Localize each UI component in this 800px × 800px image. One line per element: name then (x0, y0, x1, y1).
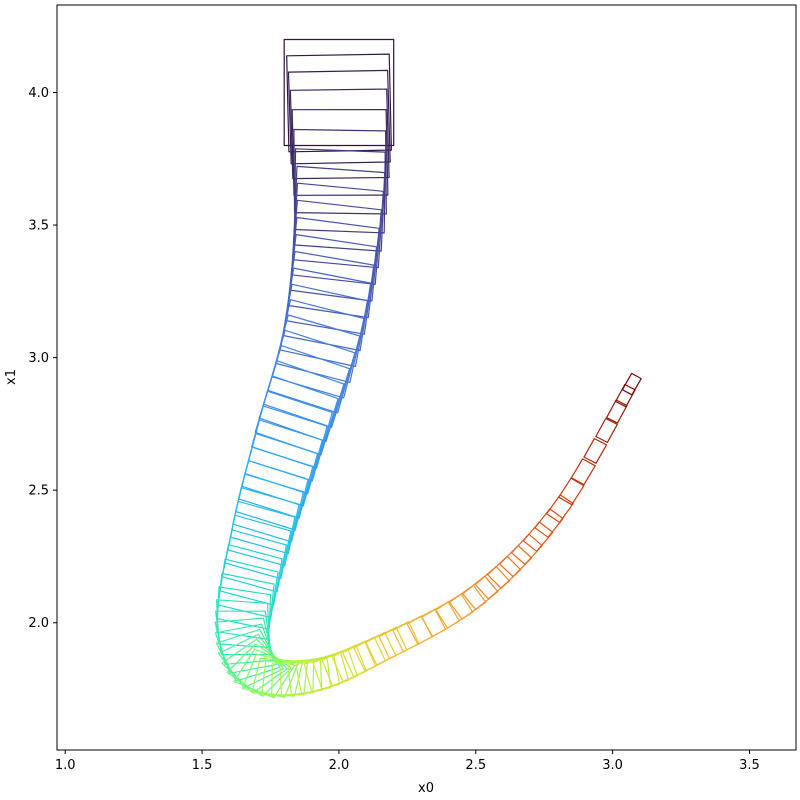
y-tick-label: 4.0 (28, 86, 49, 101)
reachable-set-polygon (289, 88, 390, 180)
y-tick-label: 3.5 (28, 219, 49, 234)
y-tick-label: 2.5 (28, 484, 49, 499)
reachable-set-polygon (251, 657, 304, 697)
reachable-set-polygon (283, 38, 395, 147)
reachable-set-polygon (294, 148, 386, 234)
reachable-set-polygon (595, 417, 618, 443)
x-tick-label: 1.0 (55, 758, 76, 773)
reachable-set-polygon (287, 69, 391, 165)
reachable-set-polygon (237, 446, 314, 519)
x-tick-label: 2.0 (329, 758, 350, 773)
reachable-set-polygon (614, 383, 636, 408)
reachable-set-polygon (291, 108, 389, 196)
reachable-set-polygon (499, 544, 533, 578)
x-axis-label: x0 (418, 781, 434, 796)
y-tick-label: 3.0 (28, 351, 49, 366)
reachable-set-polygon (570, 458, 596, 486)
x-tick-label: 2.5 (465, 758, 486, 773)
plot-layer (214, 38, 642, 699)
x-tick-label: 1.5 (192, 758, 213, 773)
reachable-set-polygon (271, 314, 361, 399)
reachable-set-polygon (293, 128, 387, 215)
reachable-set-polygon (291, 182, 384, 269)
axes-frame (56, 4, 797, 751)
reachable-set-polygon (545, 494, 574, 524)
y-axis-label: x1 (4, 369, 19, 385)
reachable-set-polygon (534, 508, 564, 538)
x-tick-label: 3.5 (739, 758, 760, 773)
x-tick-label: 3.0 (602, 758, 623, 773)
x-ticks: 1.0 1.5 2.0 2.5 3.0 3.5 (55, 750, 760, 773)
reachable-set-polygon (286, 53, 392, 153)
reachable-set-polygon (583, 438, 608, 464)
reachable-set-polygon (487, 555, 522, 589)
y-tick-label: 2.0 (28, 616, 49, 631)
reachable-set-polygon (605, 399, 628, 424)
reachable-set-polygon (621, 372, 642, 396)
y-ticks: 2.0 2.5 3.0 3.5 4.0 (28, 86, 57, 631)
